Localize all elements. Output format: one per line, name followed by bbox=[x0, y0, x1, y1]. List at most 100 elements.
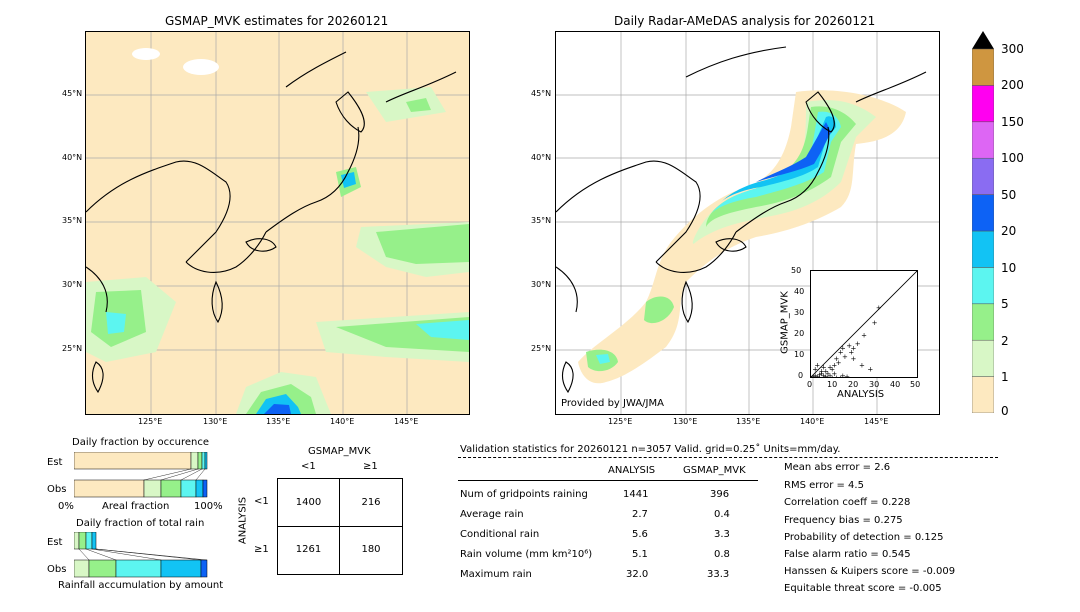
left-lon-130: 130°E bbox=[203, 417, 228, 426]
colorbar-cell bbox=[971, 339, 995, 377]
left-map-coastlines bbox=[86, 51, 457, 394]
scatter-point: + bbox=[836, 359, 842, 367]
colorbar-label-5: 5 bbox=[1001, 297, 1009, 311]
validation-col-gsmap: GSMAP_MVK bbox=[683, 465, 746, 476]
colorbar bbox=[971, 31, 995, 414]
scatter-point: + bbox=[814, 373, 820, 377]
scatter-point: + bbox=[834, 355, 840, 363]
scatter-point: + bbox=[817, 371, 823, 377]
contingency-row-ge1: ≥1 bbox=[254, 544, 269, 555]
score-frequency-bias: Frequency bias = 0.275 bbox=[784, 515, 903, 526]
colorbar-label-200: 200 bbox=[1001, 78, 1024, 92]
validation-row-gsmap: 33.3 bbox=[707, 569, 730, 580]
left-lat-40: 40°N bbox=[62, 153, 83, 162]
right-lon-130: 130°E bbox=[673, 417, 698, 426]
left-map bbox=[85, 31, 470, 415]
scatter-point: + bbox=[867, 366, 873, 374]
colorbar-cell bbox=[971, 48, 995, 86]
scatter-ytick-10: 10 bbox=[794, 350, 805, 359]
validation-row-gsmap: 3.3 bbox=[714, 529, 730, 540]
occurrence-axis-right: 100% bbox=[194, 501, 223, 512]
validation-row-label: Num of gridpoints raining bbox=[460, 489, 588, 500]
right-map-title: Daily Radar-AMeDAS analysis for 20260121 bbox=[614, 14, 876, 28]
scatter-point: + bbox=[829, 366, 835, 374]
scatter-point: + bbox=[872, 319, 878, 327]
scatter-ytick-20: 20 bbox=[794, 329, 805, 338]
right-lat-45: 45°N bbox=[531, 89, 552, 98]
scatter-point: + bbox=[831, 370, 837, 377]
contingency-cell-01: 216 bbox=[361, 497, 381, 508]
colorbar-label-20: 20 bbox=[1001, 224, 1017, 238]
colorbar-label-150: 150 bbox=[1001, 115, 1024, 129]
scatter-point: + bbox=[823, 368, 829, 376]
left-lon-135: 135°E bbox=[266, 417, 291, 426]
validation-row-label: Rain volume (mm km²10⁶) bbox=[460, 549, 593, 560]
validation-row-analysis: 5.6 bbox=[632, 529, 648, 540]
occurrence-obs-bar-3 bbox=[180, 479, 197, 498]
total-rain-canvas bbox=[73, 531, 208, 578]
scatter-point: + bbox=[840, 372, 846, 377]
colorbar-label-10: 10 bbox=[1001, 261, 1017, 275]
colorbar-label-100: 100 bbox=[1001, 151, 1024, 165]
total-rain-est-bar-1 bbox=[78, 531, 87, 550]
occurrence-chart bbox=[73, 451, 208, 498]
scatter-xtick-40: 40 bbox=[890, 380, 901, 389]
total-rain-est-bar-2 bbox=[85, 531, 93, 550]
total-rain-obs-bar-4 bbox=[200, 559, 208, 578]
left-map-precip bbox=[86, 87, 469, 414]
validation-row-analysis: 32.0 bbox=[626, 569, 649, 580]
occurrence-est-bar-1 bbox=[190, 451, 199, 470]
total-rain-obs-bar-1 bbox=[88, 559, 117, 578]
occurrence-obs-bar-4 bbox=[195, 479, 204, 498]
validation-divider bbox=[458, 457, 998, 458]
right-map-credit: Provided by JWA/JMA bbox=[561, 398, 664, 409]
contingency-top-label: GSMAP_MVK bbox=[308, 446, 371, 457]
occurrence-obs-bar-0 bbox=[73, 479, 145, 498]
validation-row-label: Average rain bbox=[460, 509, 524, 520]
score-mean-abs-error: Mean abs error = 2.6 bbox=[784, 462, 891, 473]
occurrence-axis-label: Areal fraction bbox=[102, 501, 170, 512]
right-lon-140: 140°E bbox=[800, 417, 825, 426]
colorbar-cell bbox=[971, 230, 995, 268]
scatter-ytick-50: 50 bbox=[791, 266, 802, 275]
contingency-table: 1400 216 1261 180 bbox=[277, 478, 403, 575]
scatter-point: + bbox=[850, 355, 856, 363]
scatter-point: + bbox=[825, 370, 831, 377]
contingency-cell-00: 1400 bbox=[295, 497, 322, 508]
contingency-col-ge1: ≥1 bbox=[363, 461, 378, 472]
scatter-point: + bbox=[855, 340, 861, 348]
left-lon-145: 145°E bbox=[394, 417, 419, 426]
colorbar-cell bbox=[971, 85, 995, 123]
contingency-side-label: ANALYSIS bbox=[237, 496, 249, 545]
colorbar-cell bbox=[971, 121, 995, 159]
scatter-point: + bbox=[840, 344, 846, 352]
scatter-point: + bbox=[821, 363, 827, 371]
validation-header: Validation statistics for 20260121 n=305… bbox=[460, 444, 841, 455]
contingency-cell-11: 180 bbox=[361, 544, 381, 555]
scatter-xtick-10: 10 bbox=[827, 380, 838, 389]
colorbar-cell bbox=[971, 303, 995, 341]
score-pod: Probability of detection = 0.125 bbox=[784, 532, 944, 543]
occurrence-obs-label: Obs bbox=[47, 484, 67, 495]
validation-col-underline bbox=[458, 480, 758, 481]
total-rain-obs-bar-2 bbox=[115, 559, 162, 578]
scatter-point: + bbox=[827, 363, 833, 371]
scatter-point: + bbox=[812, 366, 818, 374]
right-lat-35: 35°N bbox=[531, 216, 552, 225]
scatter-point: + bbox=[842, 353, 848, 361]
total-rain-obs-bar-0 bbox=[73, 559, 90, 578]
total-rain-title: Daily fraction of total rain bbox=[76, 518, 205, 529]
right-lon-125: 125°E bbox=[608, 417, 633, 426]
occurrence-canvas bbox=[73, 451, 208, 498]
left-lat-35: 35°N bbox=[62, 216, 83, 225]
scatter-point: + bbox=[846, 342, 852, 350]
score-hk: Hanssen & Kuipers score = -0.009 bbox=[784, 566, 956, 577]
scatter-xtick-20: 20 bbox=[848, 380, 859, 389]
colorbar-label-1: 1 bbox=[1001, 370, 1009, 384]
occurrence-obs-bar-1 bbox=[143, 479, 162, 498]
scatter-xtick-0: 0 bbox=[807, 380, 813, 389]
scatter-xtick-50: 50 bbox=[910, 380, 921, 389]
contingency-row-lt1: <1 bbox=[254, 496, 269, 507]
occurrence-obs-bar-5 bbox=[202, 479, 208, 498]
scatter-ytick-0: 0 bbox=[798, 371, 804, 380]
